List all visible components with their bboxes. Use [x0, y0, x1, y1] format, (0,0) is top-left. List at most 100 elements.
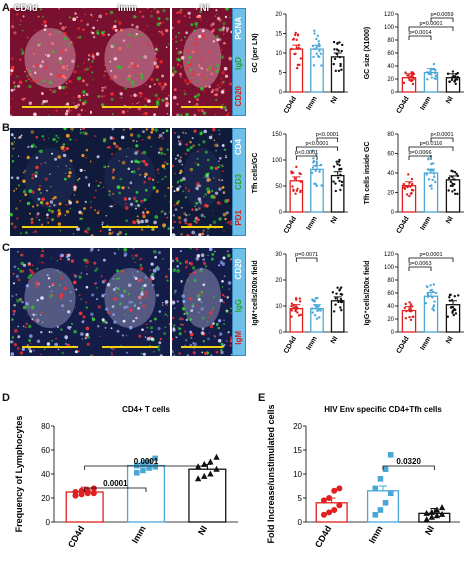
chart-d-point — [194, 475, 202, 482]
header-cd4d: CD4d — [14, 3, 38, 13]
chart-a2-ytick-label: 80 — [387, 38, 394, 44]
chart-b1-point — [314, 164, 317, 168]
chart-b2-sig-bracket — [408, 146, 454, 151]
chart-e-point — [331, 507, 338, 513]
stain-a-3: CD20 — [234, 86, 243, 107]
chart-d-ytick-label: 80 — [41, 422, 50, 431]
chart-b2-p-value: p<0.0001 — [430, 132, 453, 138]
microscopy-image-r3-c3 — [172, 248, 232, 356]
chart-b1-p-value: p<0.0001 — [316, 132, 339, 138]
chart-c2-point — [433, 300, 436, 303]
chart-d-point — [134, 470, 140, 476]
chart-c2-p-value: p=0.0063 — [408, 261, 431, 267]
chart-a1-point — [296, 34, 300, 37]
chart-b2-point — [432, 169, 435, 172]
chart-e-point — [438, 510, 446, 517]
chart-c2-point — [450, 299, 454, 302]
chart-c2-point — [448, 296, 451, 299]
chart-a1-ytick-label: 5 — [279, 71, 283, 77]
chart-c2-ylabel: IgG⁺cells/200x field — [364, 261, 371, 326]
chart-e-point — [428, 513, 435, 520]
chart-b1-point — [332, 165, 336, 168]
chart-d-sig-bracket — [84, 465, 208, 470]
chart-d-point — [90, 490, 97, 497]
chart-c1-ytick-label: 10 — [275, 304, 282, 310]
chart-c2-point — [409, 307, 412, 311]
chart-c1-point — [315, 317, 319, 320]
chart-a1-point — [316, 34, 319, 38]
chart-b1-point — [295, 189, 299, 193]
chart-b2-point — [447, 176, 451, 180]
chart-c2-point — [404, 316, 408, 320]
chart-b2-point — [403, 187, 407, 190]
chart-e-point — [326, 495, 333, 501]
chart-a2-ytick-label: 20 — [387, 77, 394, 83]
chart-d-point — [207, 470, 214, 477]
chart-a2-point — [450, 78, 454, 82]
chart-c2-point — [425, 285, 429, 288]
chart-c2-ytick-label: 120 — [384, 252, 395, 258]
chart-a2-point — [433, 71, 437, 75]
panel-letter-a: A — [2, 2, 10, 14]
chart-c2-point — [403, 306, 406, 310]
chart-c1-point — [311, 311, 314, 314]
chart-d-bar-ni — [188, 468, 227, 523]
chart-c1-point — [331, 291, 335, 294]
chart-b1-ytick-label: 100 — [272, 158, 283, 164]
chart-b2-xtick-label: Imm — [419, 216, 432, 232]
stain-strip-c: CD20 IgG IgM — [232, 248, 246, 356]
chart-b1-sig-bracket — [316, 137, 339, 142]
chart-a2-sig-bracket — [430, 17, 454, 22]
chart-e-ytick-label: 0 — [298, 518, 303, 527]
chart-a2-ytick-label: 60 — [387, 51, 394, 57]
chart-a2-point — [411, 71, 415, 74]
chart-a1-point — [341, 43, 344, 47]
chart-c2-xtick-label: Imm — [419, 336, 432, 352]
chart-a1-point — [339, 64, 342, 68]
chart-c1-point — [290, 309, 293, 312]
chart-a2-point — [411, 73, 414, 77]
chart-b2-point — [453, 192, 457, 196]
chart-a2-point — [407, 74, 410, 77]
chart-b1-point — [338, 167, 341, 171]
chart-a2-ytick-label: 0 — [391, 90, 395, 96]
chart-d-point — [201, 472, 208, 479]
chart-b2-point — [450, 175, 453, 178]
chart-a2-point — [408, 77, 411, 80]
chart-a1-point — [338, 41, 341, 44]
chart-a1-point — [294, 52, 297, 56]
chart-d-point — [140, 467, 146, 474]
chart-b2-ytick-label: 60 — [387, 152, 394, 158]
chart-a1-point — [318, 45, 321, 48]
chart-c2-point — [451, 306, 455, 309]
chart-a1-point — [332, 62, 335, 66]
chart-b2-ytick-label: 0 — [391, 210, 395, 216]
chart-b1-point — [312, 157, 315, 160]
chart-c2-bar-ni — [445, 304, 461, 333]
stain-b-2: CD3 — [234, 174, 243, 191]
chart-a1-point — [340, 49, 343, 53]
chart-a2-point — [404, 71, 407, 74]
chart-e-point — [320, 497, 327, 504]
chart-a2-point — [448, 80, 451, 83]
chart-c1-point — [318, 316, 321, 319]
chart-d-ytick-label: 20 — [41, 494, 50, 503]
chart-a1-point — [317, 42, 321, 46]
chart-a1: 0 5 10 15 20 GC (per LN) CD4d Imm NI — [248, 6, 358, 123]
chart-a2-xtick-label: CD4d — [396, 96, 411, 115]
chart-e-ytick-label: 15 — [293, 446, 302, 455]
chart-c1-point — [290, 302, 294, 305]
chart-b2-point — [408, 194, 411, 198]
chart-c2-point — [410, 309, 413, 313]
chart-c2-point — [405, 309, 408, 313]
chart-c2-point — [452, 313, 455, 317]
chart-c2-ytick-label: 60 — [387, 291, 394, 297]
chart-d-point — [152, 464, 158, 470]
chart-c2-ytick-label: 20 — [387, 317, 394, 323]
chart-b2-ytick-label: 20 — [387, 191, 394, 197]
chart-a1-point — [297, 44, 301, 47]
panel-letter-d: D — [2, 392, 10, 404]
chart-b1-point — [294, 192, 297, 195]
chart-a1-point — [312, 55, 315, 59]
chart-a1-ytick-label: 10 — [275, 51, 282, 57]
